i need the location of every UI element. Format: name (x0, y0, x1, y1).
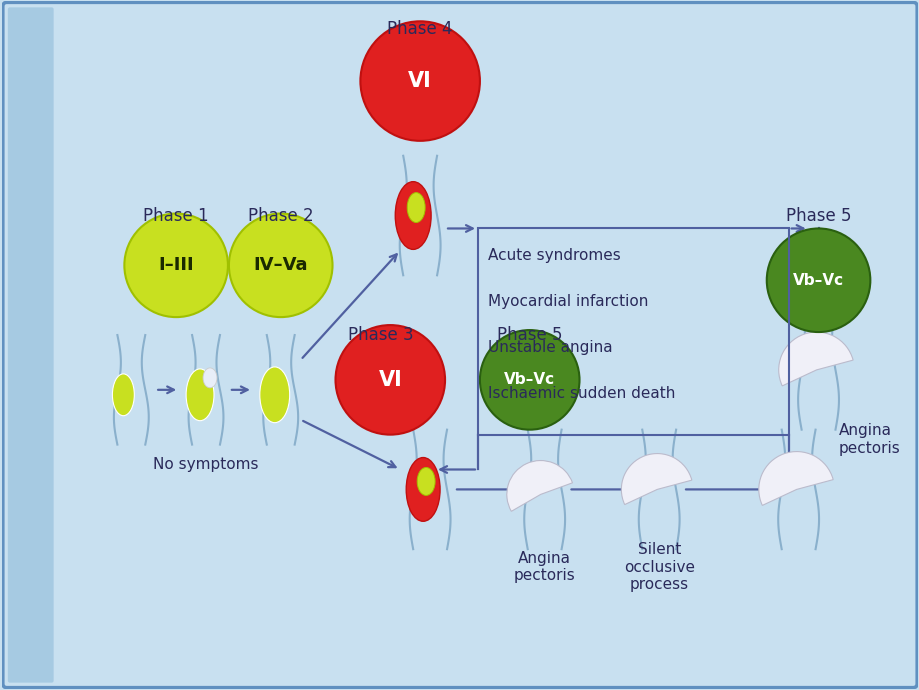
FancyBboxPatch shape (8, 8, 53, 682)
Text: Ischaemic sudden death: Ischaemic sudden death (487, 386, 675, 401)
Circle shape (480, 330, 579, 430)
FancyBboxPatch shape (3, 2, 916, 688)
Wedge shape (620, 453, 691, 504)
Ellipse shape (395, 181, 431, 249)
Text: Phase 4: Phase 4 (387, 20, 452, 38)
Ellipse shape (407, 193, 425, 222)
Circle shape (335, 325, 445, 435)
Ellipse shape (186, 369, 214, 421)
Circle shape (766, 228, 869, 332)
Wedge shape (777, 332, 852, 386)
Text: Angina
pectoris: Angina pectoris (837, 424, 900, 456)
Ellipse shape (112, 374, 134, 415)
Text: Vb–Vc: Vb–Vc (504, 373, 555, 387)
Text: Angina
pectoris: Angina pectoris (513, 551, 575, 583)
Ellipse shape (259, 367, 289, 423)
Ellipse shape (406, 457, 439, 521)
Text: Myocardial infarction: Myocardial infarction (487, 294, 648, 309)
Ellipse shape (416, 468, 435, 495)
Text: Phase 1: Phase 1 (143, 206, 209, 224)
Text: Silent
occlusive
process: Silent occlusive process (623, 542, 694, 592)
Text: Vb–Vc: Vb–Vc (792, 273, 844, 288)
Text: Unstable angina: Unstable angina (487, 340, 612, 355)
Circle shape (360, 21, 480, 141)
Wedge shape (758, 451, 833, 505)
Text: Phase 3: Phase 3 (347, 326, 413, 344)
Circle shape (124, 213, 228, 317)
Text: I–III: I–III (158, 256, 194, 275)
Circle shape (229, 213, 332, 317)
Wedge shape (506, 460, 572, 511)
Text: IV–Va: IV–Va (254, 256, 308, 275)
Text: Phase 2: Phase 2 (247, 206, 313, 224)
Text: Acute syndromes: Acute syndromes (487, 248, 620, 264)
Text: No symptoms: No symptoms (153, 457, 258, 472)
Ellipse shape (203, 368, 217, 388)
Text: Phase 5: Phase 5 (496, 326, 562, 344)
Text: Phase 5: Phase 5 (785, 206, 850, 224)
Text: VI: VI (378, 370, 402, 390)
Text: VI: VI (408, 71, 432, 91)
